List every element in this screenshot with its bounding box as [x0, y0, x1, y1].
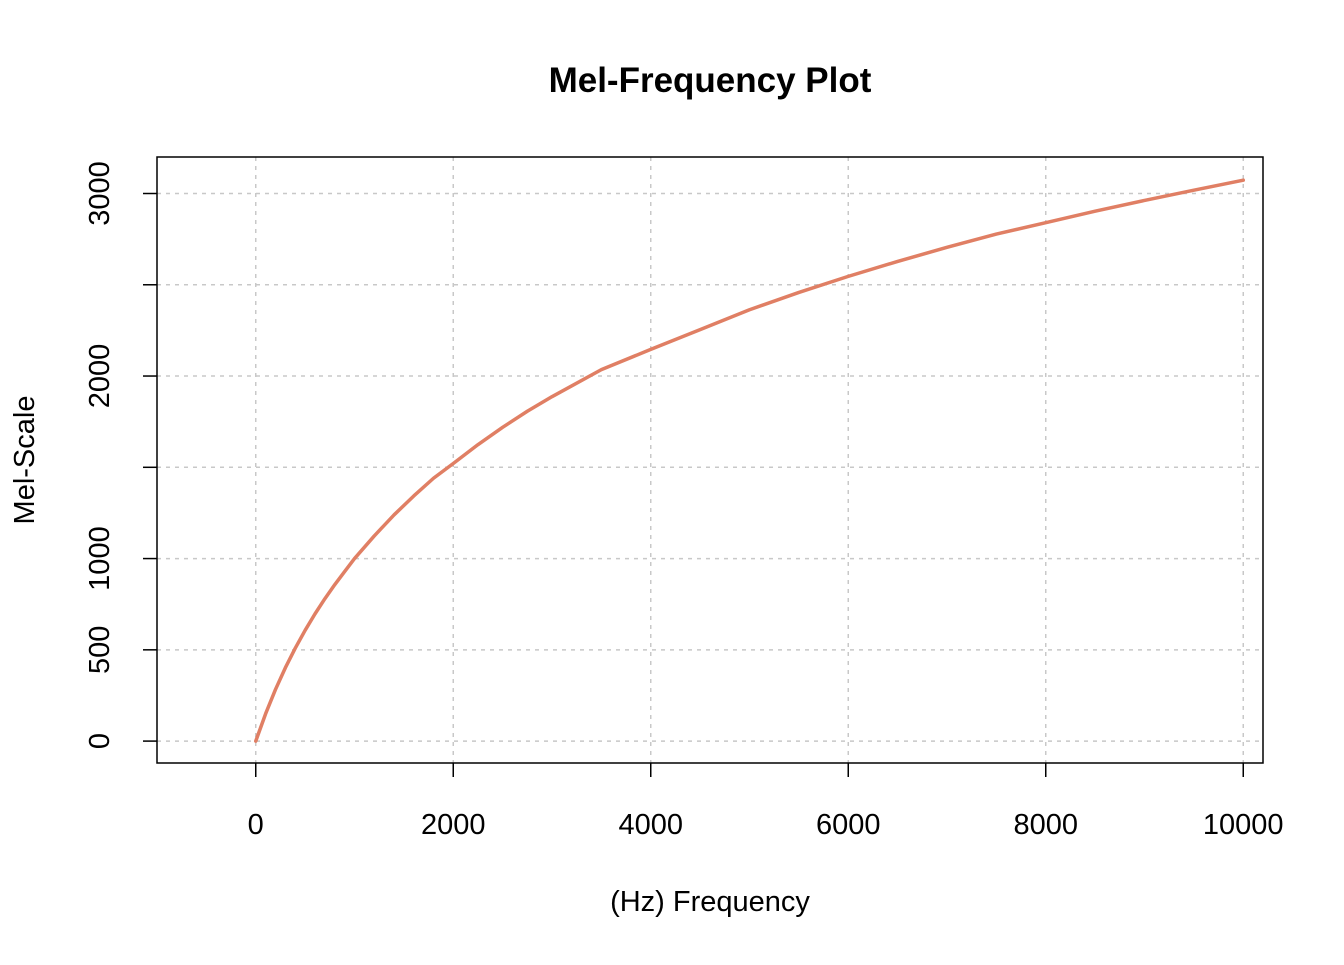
- x-tick-label: 10000: [1203, 809, 1284, 841]
- chart-title: Mel-Frequency Plot: [549, 61, 872, 100]
- x-axis-label: (Hz) Frequency: [610, 886, 810, 918]
- y-tick-label: 3000: [84, 161, 116, 226]
- series-line-0: [254, 178, 1245, 743]
- x-axis: 0 2000 4000 6000 8000 10000: [248, 763, 1284, 841]
- x-tick-label: 0: [248, 809, 264, 841]
- y-axis-label: Mel-Scale: [9, 396, 41, 525]
- y-tick-label: 0: [84, 733, 116, 749]
- grid-lines: [157, 157, 1263, 763]
- x-tick-label: 6000: [816, 809, 881, 841]
- y-tick-label: 500: [84, 626, 116, 674]
- y-tick-label: 1000: [84, 526, 116, 591]
- y-axis: 0 500 1000 2000 3000: [84, 161, 157, 749]
- series-layer: [254, 178, 1245, 743]
- x-tick-label: 8000: [1013, 809, 1078, 841]
- x-tick-label: 2000: [421, 809, 486, 841]
- y-tick-label: 2000: [84, 344, 116, 409]
- x-tick-label: 4000: [618, 809, 683, 841]
- plot-frame: [156, 156, 1264, 764]
